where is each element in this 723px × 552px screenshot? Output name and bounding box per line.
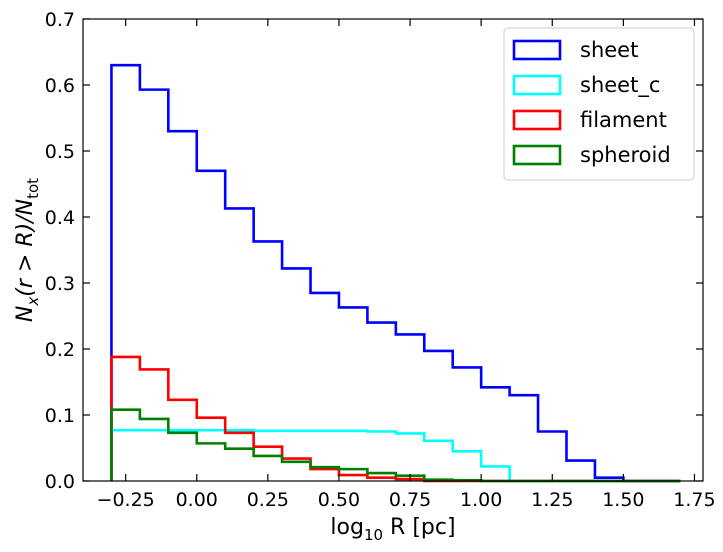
legend-swatch-filament <box>512 109 562 131</box>
legend-swatch-spheroid <box>512 144 562 166</box>
ticks-layer: −0.25 0.00 0.25 0.50 0.75 1.00 1.25 1.50 1.75 0.0… <box>45 9 716 511</box>
legend-label-sheet: sheet <box>580 38 638 62</box>
x-tick-label: 1.50 <box>602 489 644 511</box>
legend-label-filament: filament <box>580 108 667 132</box>
x-tick-label: 0.25 <box>247 489 289 511</box>
y-tick-label: 0.5 <box>45 141 75 163</box>
x-tick-label: −0.25 <box>97 489 155 511</box>
y-tick-label: 0.0 <box>45 471 75 493</box>
x-axis-label: log10 R [pc] <box>330 515 455 544</box>
y-tick-label: 0.6 <box>45 75 75 97</box>
y-tick-label: 0.2 <box>45 339 75 361</box>
legend-swatch-sheet <box>512 39 562 61</box>
legend-box <box>503 27 695 181</box>
x-tick-label: 1.75 <box>673 489 715 511</box>
y-axis-label: Nx(r > R)/Ntot <box>13 178 42 322</box>
legend-swatch-sheet-c <box>512 74 562 96</box>
x-tick-label: 0.50 <box>318 489 360 511</box>
legend-label-spheroid: spheroid <box>580 143 671 167</box>
y-tick-label: 0.1 <box>45 405 75 427</box>
x-tick-label: 0.75 <box>389 489 431 511</box>
x-tick-label: 1.25 <box>531 489 573 511</box>
legend: sheet sheet_c filament spheroid <box>503 27 695 181</box>
y-tick-label: 0.3 <box>45 273 75 295</box>
series-sheet-line <box>110 63 681 483</box>
plot-frame <box>82 18 704 482</box>
y-tick-label: 0.4 <box>45 207 75 229</box>
x-tick-label: 1.00 <box>460 489 502 511</box>
y-tick-label: 0.7 <box>45 9 75 31</box>
x-tick-label: 0.00 <box>176 489 218 511</box>
legend-label-sheet-c: sheet_c <box>580 73 660 98</box>
